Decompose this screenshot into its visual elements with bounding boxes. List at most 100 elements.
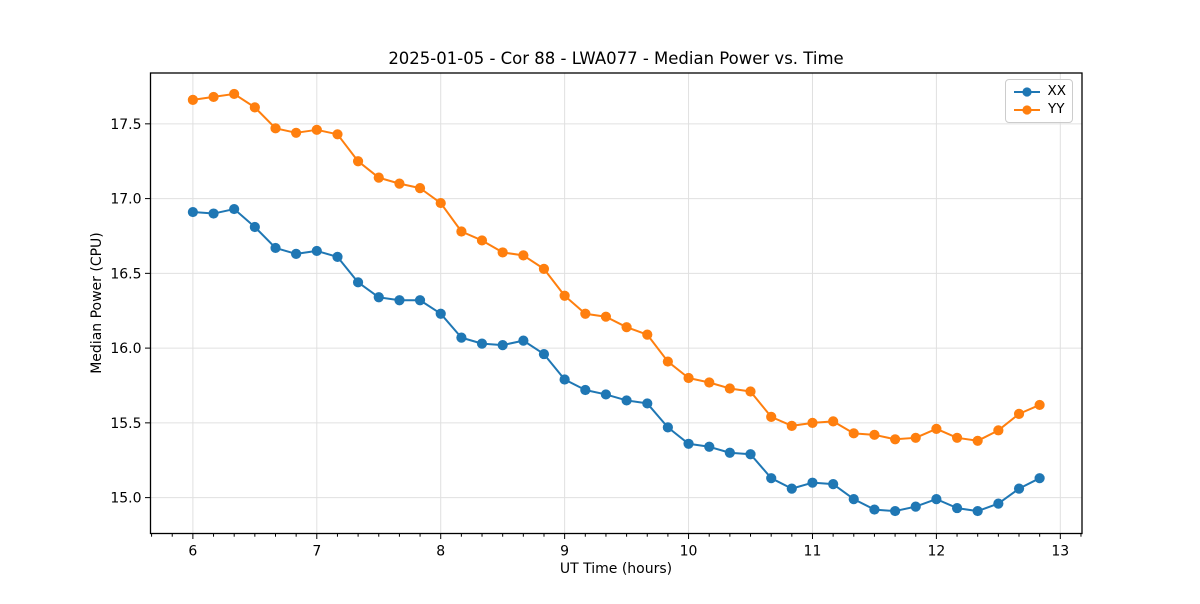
- y-tick-label: 15.0: [110, 491, 141, 507]
- data-point: [890, 505, 901, 517]
- data-point: [373, 292, 384, 303]
- data-point: [291, 248, 302, 260]
- data-point: [704, 441, 715, 452]
- x-tick-label: 13: [1051, 544, 1069, 560]
- data-point: [662, 422, 673, 433]
- data-point: [807, 417, 818, 428]
- data-point: [559, 374, 570, 385]
- y-tick-label: 17.0: [110, 192, 141, 208]
- x-tick-label: 10: [680, 544, 698, 560]
- data-point: [683, 372, 694, 384]
- data-point: [394, 295, 405, 306]
- data-point: [745, 386, 756, 397]
- y-tick-label: 17.5: [110, 117, 141, 133]
- y-tick-label: 15.5: [110, 416, 141, 432]
- data-point: [229, 203, 240, 215]
- data-point: [828, 479, 839, 490]
- data-point: [559, 290, 570, 301]
- plot-border: [149, 72, 1083, 535]
- data-point: [951, 432, 963, 443]
- data-point: [910, 432, 921, 443]
- data-point: [704, 377, 715, 388]
- data-point: [538, 263, 550, 274]
- data-point: [435, 308, 446, 319]
- data-point: [352, 277, 364, 288]
- data-point: [229, 88, 240, 100]
- data-point: [724, 383, 735, 394]
- data-point: [642, 398, 653, 409]
- data-point: [869, 429, 880, 440]
- data-point: [1034, 399, 1045, 411]
- data-point: [972, 435, 983, 446]
- data-point: [538, 348, 550, 360]
- data-point: [621, 322, 632, 333]
- x-tick-label: 11: [804, 544, 822, 560]
- data-point: [208, 208, 219, 219]
- data-point: [311, 124, 322, 135]
- data-point: [332, 129, 343, 140]
- series-XX: [187, 203, 1045, 517]
- data-point: [993, 425, 1004, 436]
- data-point: [373, 172, 384, 183]
- series-YY: [187, 88, 1045, 446]
- data-point: [249, 102, 260, 113]
- data-point: [600, 311, 612, 322]
- data-point: [291, 127, 302, 138]
- legend-sample-yy-icon: [1014, 105, 1040, 115]
- data-point: [807, 477, 818, 488]
- x-tick-label: 8: [436, 544, 445, 560]
- data-point: [476, 338, 488, 349]
- legend-sample-xx-icon: [1014, 87, 1040, 97]
- data-point: [476, 235, 488, 246]
- legend: XX YY: [1005, 79, 1073, 123]
- x-axis-label: UT Time (hours): [559, 561, 673, 577]
- data-point: [311, 245, 322, 257]
- data-point: [910, 501, 921, 512]
- data-point: [890, 434, 901, 445]
- x-tick-label: 7: [312, 544, 321, 560]
- data-point: [766, 411, 777, 422]
- data-point: [435, 197, 446, 209]
- data-point: [766, 473, 777, 484]
- y-tick-label: 16.0: [110, 341, 141, 357]
- data-point: [848, 428, 859, 439]
- data-point: [1013, 408, 1025, 419]
- data-point: [187, 94, 198, 106]
- data-point: [828, 416, 839, 427]
- legend-label-yy: YY: [1048, 101, 1065, 118]
- x-tick-label: 9: [560, 544, 569, 560]
- data-point: [518, 250, 529, 261]
- y-axis-label: Median Power (CPU): [89, 232, 105, 374]
- data-point: [786, 420, 797, 431]
- data-point: [848, 494, 859, 505]
- data-point: [249, 221, 260, 233]
- tick-labels: 6 7 8 9 10 11 12 13 15.0 15.5 16.0 16.5 17.0 17.5: [110, 117, 1069, 560]
- data-point: [580, 308, 591, 319]
- data-point: [270, 242, 281, 254]
- data-point: [972, 505, 983, 517]
- data-point: [332, 251, 343, 263]
- data-point: [993, 498, 1004, 509]
- legend-item-yy: YY: [1013, 101, 1066, 119]
- data-point: [931, 423, 942, 434]
- data-point: [456, 226, 467, 237]
- data-point: [414, 295, 426, 306]
- data-point: [394, 178, 405, 189]
- data-point: [1013, 483, 1025, 494]
- data-point: [497, 340, 508, 351]
- data-point: [1034, 473, 1045, 484]
- x-tick-label: 12: [927, 544, 945, 560]
- data-point: [786, 483, 797, 494]
- data-point: [745, 449, 756, 460]
- data-point: [187, 206, 198, 218]
- data-point: [724, 447, 735, 458]
- data-point: [642, 329, 653, 340]
- data-point: [951, 502, 963, 514]
- data-point: [869, 504, 880, 515]
- data-point: [208, 91, 219, 103]
- data-point: [600, 389, 612, 400]
- data-point: [931, 494, 942, 505]
- grid: [150, 73, 1082, 534]
